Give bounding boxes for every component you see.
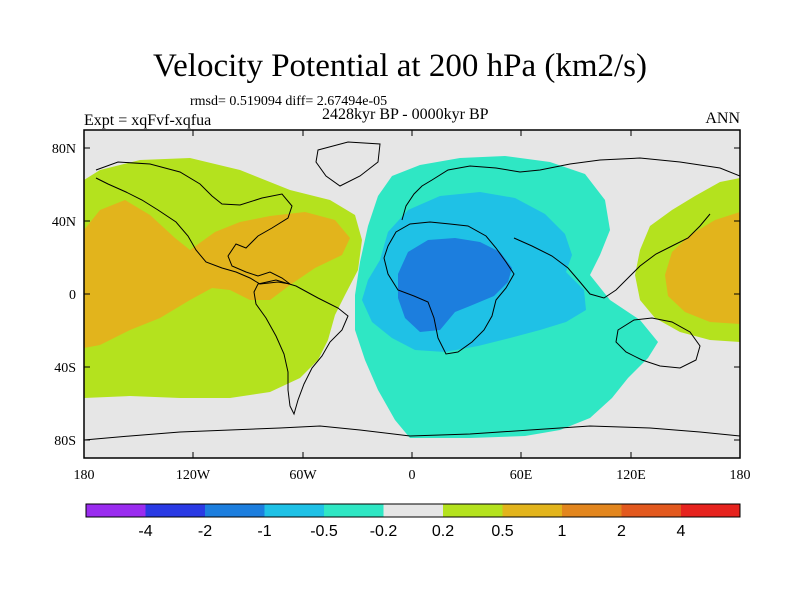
lat-label-80s: 80S bbox=[54, 434, 76, 449]
lon-ticks bbox=[192, 130, 632, 458]
lat-tick-labels: 80N 40N 0 40S 80S bbox=[52, 142, 76, 449]
positive-anomaly-east-core bbox=[665, 212, 740, 324]
colorbar-segment bbox=[621, 504, 681, 517]
rmsd-diff-stats: rmsd= 0.519094 diff= 2.67494e-05 bbox=[190, 94, 388, 109]
lon-label-0: 0 bbox=[409, 468, 416, 483]
period-label: 2428kyr BP - 0000kyr BP bbox=[322, 106, 489, 123]
lat-label-0: 0 bbox=[69, 288, 76, 303]
colorbar-segment bbox=[383, 504, 443, 517]
map-title: Velocity Potential at 200 hPa (km2/s) bbox=[152, 48, 648, 84]
coast-australia bbox=[615, 317, 701, 369]
coast-north-america bbox=[95, 161, 293, 285]
coast-africa bbox=[383, 221, 515, 355]
colorbar bbox=[85, 503, 741, 518]
colorbar-label: 1 bbox=[558, 523, 567, 540]
colorbar-labels: -4 -2 -1 -0.5 -0.2 0.2 0.5 1 2 4 bbox=[138, 523, 685, 540]
colorbar-segment bbox=[443, 504, 503, 517]
colorbar-segment bbox=[264, 504, 324, 517]
lon-label-180-west: 180 bbox=[74, 468, 95, 483]
coast-antarctica bbox=[84, 425, 740, 441]
negative-anomaly-core bbox=[398, 238, 512, 332]
lon-label-120e: 120E bbox=[616, 468, 646, 483]
coast-greenland bbox=[315, 141, 381, 187]
lat-label-40n: 40N bbox=[52, 215, 76, 230]
colorbar-segment bbox=[502, 504, 562, 517]
coast-south-america bbox=[253, 279, 349, 416]
colorbar-segment bbox=[562, 504, 622, 517]
experiment-label: Expt = xqFvf-xqfua bbox=[84, 112, 212, 129]
colorbar-label: -0.2 bbox=[370, 523, 398, 540]
colorbar-label: 2 bbox=[617, 523, 626, 540]
colorbar-label: 0.5 bbox=[491, 523, 513, 540]
season-label: ANN bbox=[705, 110, 740, 127]
lon-label-60e: 60E bbox=[510, 468, 533, 483]
lon-label-180-east: 180 bbox=[730, 468, 751, 483]
colorbar-label: 0.2 bbox=[432, 523, 454, 540]
lon-tick-labels: 180 120W 60W 0 60E 120E 180 bbox=[74, 468, 751, 483]
lon-label-120w: 120W bbox=[176, 468, 211, 483]
map-plot-area bbox=[84, 130, 740, 458]
colorbar-segment bbox=[205, 504, 265, 517]
colorbar-segment bbox=[681, 504, 740, 517]
coast-europe bbox=[401, 157, 740, 221]
colorbar-segment bbox=[86, 504, 146, 517]
colorbar-label: -0.5 bbox=[310, 523, 338, 540]
colorbar-label: -2 bbox=[198, 523, 212, 540]
colorbar-segment bbox=[324, 504, 384, 517]
lon-label-60w: 60W bbox=[289, 468, 317, 483]
colorbar-label: -1 bbox=[257, 523, 271, 540]
coast-south-asia bbox=[513, 213, 711, 299]
lat-ticks bbox=[84, 147, 740, 441]
coastlines bbox=[84, 141, 740, 441]
lat-label-80n: 80N bbox=[52, 142, 76, 157]
positive-anomaly-west-core bbox=[84, 200, 350, 348]
colorbar-label: 4 bbox=[677, 523, 686, 540]
colorbar-label: -4 bbox=[138, 523, 152, 540]
lat-label-40s: 40S bbox=[54, 361, 76, 376]
colorbar-segment bbox=[145, 504, 205, 517]
